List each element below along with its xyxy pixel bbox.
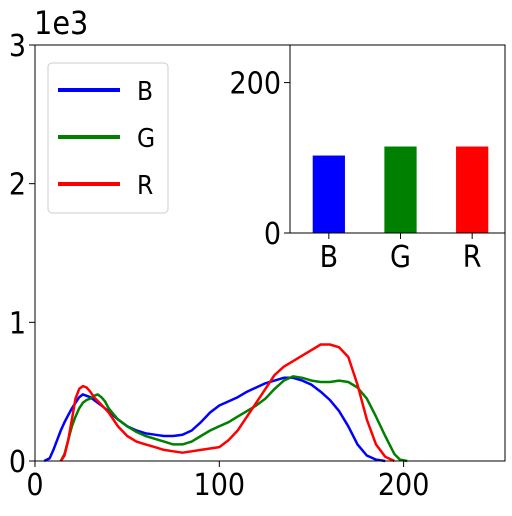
inset-x-tick-label: B <box>320 240 339 275</box>
inset-y-tick-label: 0 <box>264 217 281 252</box>
inset-bars <box>312 146 489 233</box>
main-series-lines <box>43 343 408 463</box>
main-y-ticks: 0 1 2 3 <box>9 29 35 480</box>
bar-g <box>384 146 417 233</box>
main-plot-frame <box>34 44 506 462</box>
series-line-g <box>59 375 408 463</box>
y-tick-label: 0 <box>9 445 26 480</box>
legend-label-b: B <box>137 77 153 107</box>
legend-label-g: G <box>137 124 155 154</box>
y-tick-label: 3 <box>9 29 26 64</box>
series-line-r <box>59 343 395 463</box>
y-tick-label: 2 <box>9 168 26 203</box>
bar-b <box>312 155 345 233</box>
inset-y-ticks: 0 200 <box>229 67 290 252</box>
inset-y-tick-label: 200 <box>229 67 281 102</box>
y-scale-label: 1e3 <box>34 4 88 42</box>
inset-bar-chart: B G R 0 200 <box>229 44 506 275</box>
y-tick-label: 1 <box>9 306 26 341</box>
legend-label-r: R <box>137 171 153 201</box>
inset-x-tick-label: R <box>463 240 482 275</box>
x-tick-label: 200 <box>378 468 430 503</box>
x-tick-label: 0 <box>26 468 43 503</box>
inset-frame <box>289 44 506 234</box>
legend: BGR <box>47 62 169 214</box>
inset-x-tick-label: G <box>390 240 411 275</box>
main-x-ticks: 0 100 200 <box>26 461 429 503</box>
x-tick-label: 100 <box>194 468 246 503</box>
legend-items: BGR <box>58 77 155 201</box>
bar-r <box>456 146 489 233</box>
